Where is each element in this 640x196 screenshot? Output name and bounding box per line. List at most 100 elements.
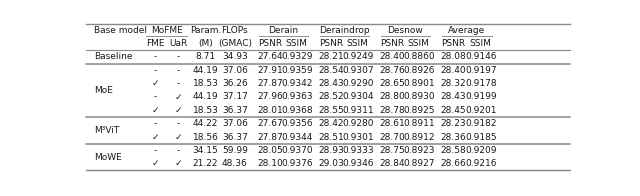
- Text: 27.87: 27.87: [257, 79, 283, 88]
- Text: 28.51: 28.51: [318, 132, 344, 142]
- Text: 0.9363: 0.9363: [281, 93, 312, 102]
- Text: (M): (M): [198, 39, 213, 48]
- Text: 0.9290: 0.9290: [342, 79, 374, 88]
- Text: 28.32: 28.32: [440, 79, 466, 88]
- Text: Param.: Param.: [190, 26, 221, 35]
- Text: Deraindrop: Deraindrop: [319, 26, 370, 35]
- Text: 28.78: 28.78: [379, 106, 405, 115]
- Text: 0.9178: 0.9178: [465, 79, 497, 88]
- Text: 21.22: 21.22: [193, 159, 218, 168]
- Text: MoWE: MoWE: [94, 152, 122, 162]
- Text: 18.56: 18.56: [193, 132, 218, 142]
- Text: 27.91: 27.91: [257, 66, 283, 75]
- Text: 28.84: 28.84: [379, 159, 404, 168]
- Text: 0.9199: 0.9199: [465, 93, 497, 102]
- Text: 0.9209: 0.9209: [465, 146, 497, 155]
- Text: -: -: [177, 52, 180, 61]
- Text: 28.54: 28.54: [318, 66, 344, 75]
- Text: 28.36: 28.36: [440, 132, 466, 142]
- Text: 28.70: 28.70: [379, 132, 405, 142]
- Text: PSNR: PSNR: [258, 39, 282, 48]
- Text: 0.9301: 0.9301: [342, 132, 374, 142]
- Text: 29.03: 29.03: [318, 159, 344, 168]
- Text: 28.93: 28.93: [318, 146, 344, 155]
- Text: FME: FME: [146, 39, 164, 48]
- Text: ✓: ✓: [152, 159, 159, 168]
- Text: 28.65: 28.65: [379, 79, 405, 88]
- Text: ✓: ✓: [175, 132, 182, 142]
- Text: 0.9368: 0.9368: [281, 106, 312, 115]
- Text: 0.9249: 0.9249: [342, 52, 374, 61]
- Text: 0.8860: 0.8860: [403, 52, 435, 61]
- Text: ✓: ✓: [175, 106, 182, 115]
- Text: 28.40: 28.40: [379, 52, 404, 61]
- Text: 28.58: 28.58: [440, 146, 466, 155]
- Text: 28.40: 28.40: [440, 66, 466, 75]
- Text: PSNR: PSNR: [380, 39, 404, 48]
- Text: 0.8901: 0.8901: [403, 79, 435, 88]
- Text: 0.9304: 0.9304: [342, 93, 374, 102]
- Text: 0.9280: 0.9280: [342, 119, 374, 128]
- Text: 27.67: 27.67: [257, 119, 283, 128]
- Text: 37.06: 37.06: [222, 66, 248, 75]
- Text: 48.36: 48.36: [222, 159, 248, 168]
- Text: SSIM: SSIM: [408, 39, 429, 48]
- Text: -: -: [154, 119, 157, 128]
- Text: MoFME: MoFME: [151, 26, 182, 35]
- Text: 0.9356: 0.9356: [281, 119, 312, 128]
- Text: 27.64: 27.64: [257, 52, 283, 61]
- Text: 36.37: 36.37: [222, 132, 248, 142]
- Text: 0.8912: 0.8912: [403, 132, 435, 142]
- Text: 0.9333: 0.9333: [342, 146, 374, 155]
- Text: 0.8930: 0.8930: [403, 93, 435, 102]
- Text: 28.42: 28.42: [318, 119, 344, 128]
- Text: ✓: ✓: [152, 79, 159, 88]
- Text: 28.01: 28.01: [257, 106, 283, 115]
- Text: -: -: [177, 119, 180, 128]
- Text: M³ViT: M³ViT: [94, 126, 119, 135]
- Text: Base model: Base model: [94, 26, 147, 35]
- Text: 37.17: 37.17: [222, 93, 248, 102]
- Text: 34.15: 34.15: [193, 146, 218, 155]
- Text: 0.9329: 0.9329: [281, 52, 312, 61]
- Text: 28.61: 28.61: [379, 119, 405, 128]
- Text: 0.9359: 0.9359: [281, 66, 312, 75]
- Text: 28.75: 28.75: [379, 146, 405, 155]
- Text: 28.45: 28.45: [440, 106, 466, 115]
- Text: 18.53: 18.53: [193, 79, 218, 88]
- Text: 0.9346: 0.9346: [342, 159, 374, 168]
- Text: 0.9185: 0.9185: [465, 132, 497, 142]
- Text: PSNR: PSNR: [441, 39, 465, 48]
- Text: 0.9216: 0.9216: [465, 159, 497, 168]
- Text: Desnow: Desnow: [387, 26, 423, 35]
- Text: -: -: [154, 93, 157, 102]
- Text: 28.80: 28.80: [379, 93, 405, 102]
- Text: ✓: ✓: [152, 132, 159, 142]
- Text: 0.8927: 0.8927: [403, 159, 435, 168]
- Text: 28.21: 28.21: [318, 52, 344, 61]
- Text: 27.96: 27.96: [257, 93, 283, 102]
- Text: 0.9311: 0.9311: [342, 106, 374, 115]
- Text: 28.08: 28.08: [440, 52, 466, 61]
- Text: 0.8926: 0.8926: [403, 66, 435, 75]
- Text: 28.76: 28.76: [379, 66, 405, 75]
- Text: 44.19: 44.19: [193, 93, 218, 102]
- Text: PSNR: PSNR: [319, 39, 343, 48]
- Text: 28.43: 28.43: [440, 93, 466, 102]
- Text: 18.53: 18.53: [193, 106, 218, 115]
- Text: 0.9182: 0.9182: [465, 119, 497, 128]
- Text: ✓: ✓: [175, 159, 182, 168]
- Text: Average: Average: [448, 26, 486, 35]
- Text: 59.99: 59.99: [222, 146, 248, 155]
- Text: 0.9307: 0.9307: [342, 66, 374, 75]
- Text: 28.10: 28.10: [257, 159, 283, 168]
- Text: ✓: ✓: [175, 93, 182, 102]
- Text: 0.8911: 0.8911: [403, 119, 435, 128]
- Text: 44.19: 44.19: [193, 66, 218, 75]
- Text: 28.52: 28.52: [318, 93, 344, 102]
- Text: -: -: [154, 146, 157, 155]
- Text: 28.05: 28.05: [257, 146, 283, 155]
- Text: -: -: [154, 66, 157, 75]
- Text: SSIM: SSIM: [470, 39, 492, 48]
- Text: MoE: MoE: [94, 86, 113, 95]
